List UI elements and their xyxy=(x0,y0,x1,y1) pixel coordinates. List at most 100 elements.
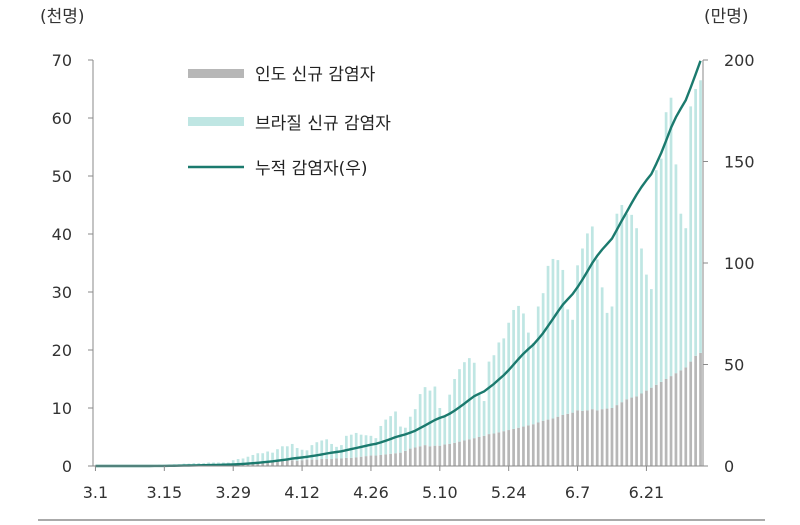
bar-brazil-4.21 xyxy=(344,435,348,458)
bar-india-5.19 xyxy=(482,435,486,466)
right-tick-label: 200 xyxy=(724,51,755,70)
bar-india-5.7 xyxy=(423,445,427,466)
bar-brazil-4.8 xyxy=(281,446,284,461)
bar-brazil-5.29 xyxy=(531,343,535,425)
bar-brazil-5.5 xyxy=(413,409,417,448)
x-tick-label: 5.24 xyxy=(491,483,527,502)
bar-brazil-5.21 xyxy=(492,355,496,434)
bar-brazil-5.6 xyxy=(418,394,422,447)
bar-india-6.27 xyxy=(674,373,678,466)
x-tick-label: 3.1 xyxy=(83,483,108,502)
x-tick-label: 3.29 xyxy=(215,483,251,502)
bar-india-4.8 xyxy=(281,460,284,466)
bar-brazil-5.28 xyxy=(527,332,530,426)
x-tick-label: 5.10 xyxy=(422,483,458,502)
bar-brazil-5.26 xyxy=(517,305,520,428)
bar-india-5.20 xyxy=(487,434,491,466)
bar-brazil-6.25 xyxy=(664,112,668,379)
legend: 인도 신규 감염자 브라질 신규 감염자 누적 감염자(우) xyxy=(188,65,391,179)
bar-brazil-4.11 xyxy=(295,448,299,461)
bar-india-4.16 xyxy=(320,459,324,466)
bar-india-5.8 xyxy=(428,446,432,466)
bar-brazil-5.9 xyxy=(433,386,437,446)
x-tick-label: 6.7 xyxy=(565,483,590,502)
bar-india-6.16 xyxy=(620,402,624,466)
bar-brazil-4.14 xyxy=(310,445,314,460)
x-axis: 3.1 3.15 3.29 4.12 4.26 5.10 5.24 6.7 6.21 xyxy=(83,466,664,502)
left-axis-unit: (천명) xyxy=(40,7,85,27)
bar-india-5.26 xyxy=(517,427,520,466)
bar-brazil-5.2 xyxy=(399,426,402,453)
bar-india-4.4 xyxy=(261,462,265,466)
bar-brazil-4.10 xyxy=(290,443,294,461)
bar-brazil-6.20 xyxy=(640,248,643,394)
x-tick-label: 4.26 xyxy=(353,483,389,502)
bar-india-4.26 xyxy=(369,455,373,466)
bar-brazil-6.23 xyxy=(654,170,658,385)
bar-india-4.12 xyxy=(300,460,304,466)
bar-brazil-6.12 xyxy=(600,287,604,410)
bar-india-4.10 xyxy=(290,460,294,466)
right-tick-label: 150 xyxy=(724,153,755,172)
bar-brazil-4.29 xyxy=(384,419,388,455)
bar-brazil-5.11 xyxy=(443,415,447,445)
bar-brazil-6.1 xyxy=(546,265,550,420)
bar-india-4.18 xyxy=(330,459,333,466)
bar-india-4.29 xyxy=(384,454,388,466)
legend-label-india: 인도 신규 감염자 xyxy=(255,65,376,85)
bar-brazil-6.22 xyxy=(649,289,653,388)
bar-brazil-6.26 xyxy=(669,97,673,377)
bar-india-6.9 xyxy=(586,410,589,466)
bar-brazil-5.17 xyxy=(472,362,476,439)
right-y-axis: 0 50 100 150 200 xyxy=(703,51,755,476)
bar-india-6.30 xyxy=(689,361,693,466)
bar-india-6.12 xyxy=(600,409,604,466)
bar-india-6.14 xyxy=(610,408,614,466)
x-tick-label: 3.15 xyxy=(147,483,183,502)
left-y-axis: 0 10 20 30 40 50 60 70 xyxy=(52,51,93,476)
bar-brazil-6.8 xyxy=(581,248,584,411)
bar-brazil-5.18 xyxy=(477,393,481,437)
left-tick-label: 0 xyxy=(62,457,72,476)
bar-brazil-6.19 xyxy=(635,228,638,397)
bar-brazil-5.23 xyxy=(502,338,506,432)
bar-brazil-4.2 xyxy=(251,454,255,462)
right-tick-label: 50 xyxy=(724,356,744,375)
bar-brazil-6.24 xyxy=(659,158,663,382)
bar-india-6.22 xyxy=(649,387,653,466)
bar-india-4.13 xyxy=(305,459,309,466)
bar-india-4.19 xyxy=(335,458,338,466)
bar-india-4.20 xyxy=(340,458,343,466)
bar-india-4.7 xyxy=(276,460,279,466)
bar-brazil-4.1 xyxy=(246,456,250,463)
bar-india-5.23 xyxy=(502,431,506,466)
bar-india-5.30 xyxy=(536,422,540,466)
bar-brazil-6.11 xyxy=(595,259,599,411)
legend-swatch-india xyxy=(188,69,244,78)
bar-brazil-3.29 xyxy=(231,460,235,465)
bar-india-4.5 xyxy=(266,461,269,466)
bar-india-4.6 xyxy=(271,461,274,466)
cumulative-line xyxy=(95,60,702,468)
left-tick-label: 40 xyxy=(52,225,72,244)
bar-india-5.28 xyxy=(527,425,530,466)
bar-india-6.4 xyxy=(561,414,565,466)
bar-brazil-4.9 xyxy=(285,446,289,461)
bar-brazil-4.28 xyxy=(379,425,383,455)
bar-india-4.14 xyxy=(310,459,314,466)
bar-brazil-4.22 xyxy=(349,434,353,458)
bar-india-4.23 xyxy=(354,457,358,466)
bar-india-5.6 xyxy=(418,446,422,466)
bar-india-6.21 xyxy=(645,390,648,466)
bar-brazil-6.28 xyxy=(679,213,683,371)
bar-india-5.11 xyxy=(443,444,447,466)
bar-india-5.1 xyxy=(394,453,397,466)
bar-brazil-4.7 xyxy=(276,449,279,461)
bar-india-7.2 xyxy=(699,352,702,466)
bar-india-6.29 xyxy=(684,367,688,466)
bar-brazil-6.27 xyxy=(674,164,678,374)
bar-india-4.21 xyxy=(344,457,348,466)
bar-india-4.17 xyxy=(325,459,329,466)
bar-brazil-4.16 xyxy=(320,440,324,460)
bar-india-4.15 xyxy=(315,459,319,466)
